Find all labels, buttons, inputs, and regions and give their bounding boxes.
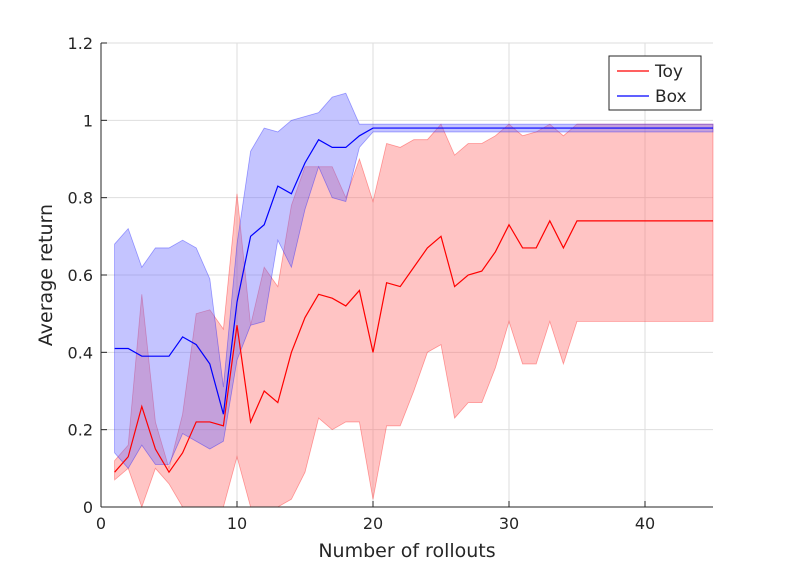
- confidence-band-box: [114, 92, 714, 470]
- y-tick-label: 0.8: [68, 189, 93, 208]
- legend-box: [608, 55, 702, 111]
- x-tick-label: 10: [227, 514, 247, 533]
- legend-label-toy: Toy: [654, 62, 683, 82]
- x-tick-label: 30: [499, 514, 519, 533]
- y-tick-label: 0.4: [68, 343, 93, 362]
- y-tick-label: 0: [83, 498, 93, 517]
- axes: [100, 42, 713, 508]
- confidence-band-toy: [114, 123, 714, 509]
- grid-lines: [101, 42, 713, 507]
- y-tick-label: 1: [83, 111, 93, 130]
- x-tick-label: 20: [363, 514, 383, 533]
- y-tick-label: 0.6: [68, 266, 93, 285]
- x-axis-label: Number of rollouts: [318, 540, 495, 562]
- series-line-toy: [114, 219, 713, 474]
- y-tick-label: 1.2: [68, 34, 93, 53]
- x-tick-label: 40: [635, 514, 655, 533]
- legend-label-box: Box: [655, 87, 687, 107]
- y-axis-label: Average return: [35, 204, 57, 346]
- tick-labels: 0 10 20 30 40 0 0.2 0.4 0.6 0.8 1 1.2: [68, 34, 656, 533]
- legend: Toy Box: [608, 55, 702, 111]
- series-line-box: [114, 127, 713, 415]
- x-tick-label: 0: [96, 514, 106, 533]
- y-tick-label: 0.2: [68, 421, 93, 440]
- series-lines: [114, 127, 713, 474]
- confidence-bands: [114, 92, 714, 509]
